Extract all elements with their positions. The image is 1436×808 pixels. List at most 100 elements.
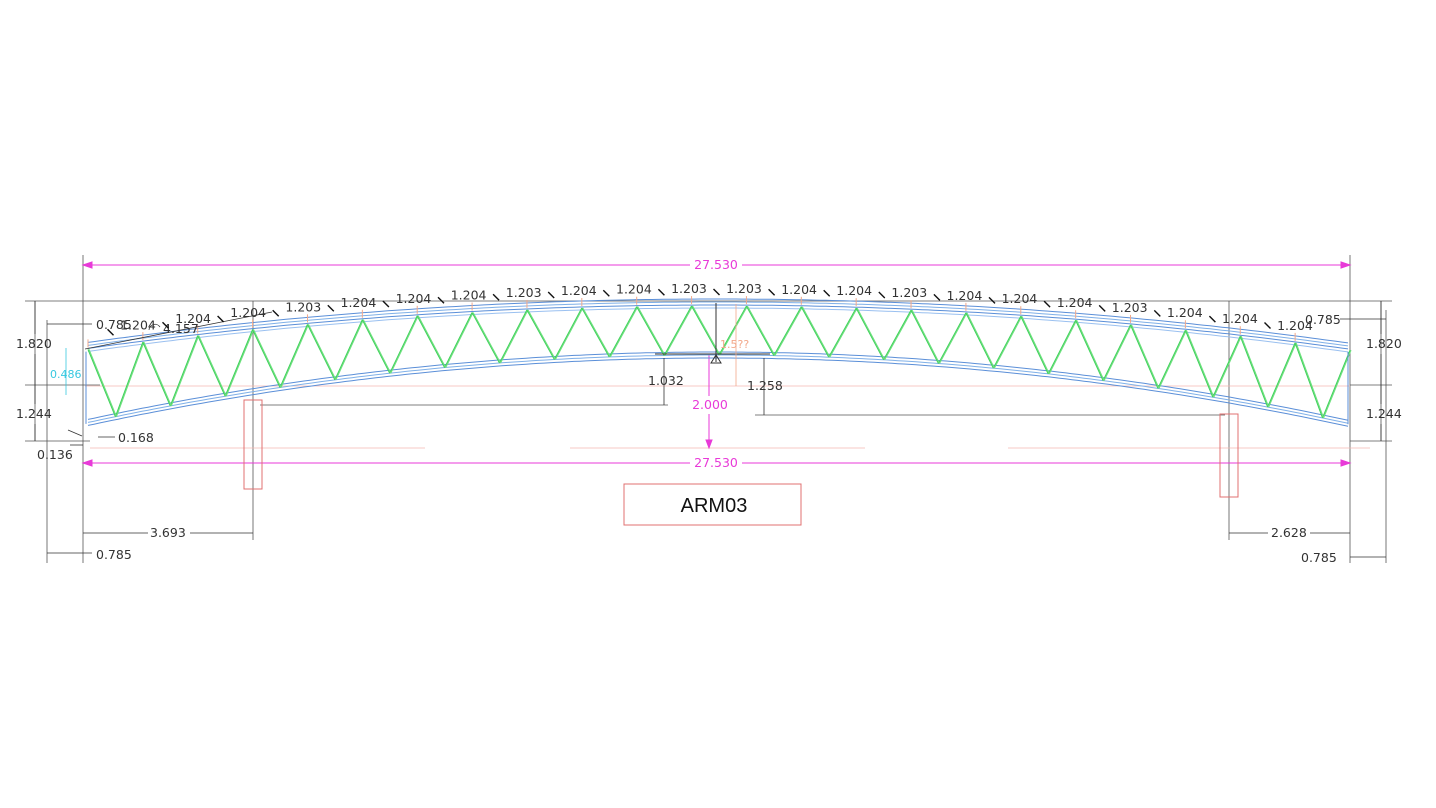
web-member <box>445 312 474 368</box>
web-member <box>170 335 200 407</box>
panel-dimension-label: 1.204 <box>396 291 432 306</box>
web-member <box>993 315 1023 369</box>
top-chord-line <box>87 298 1349 344</box>
web-member <box>1048 319 1078 375</box>
web-member <box>1102 324 1132 381</box>
panel-dimension-tick <box>1264 322 1271 329</box>
right-support-post <box>1219 413 1239 498</box>
panel-dimension-tick <box>327 304 335 312</box>
left-support-distance-label: 3.693 <box>150 525 186 540</box>
rise-left-label: 1.032 <box>648 373 684 388</box>
panel-dimension-tick <box>713 288 720 296</box>
right-offset-bottom-label: 0.785 <box>1301 550 1337 565</box>
panel-dimension-tick <box>437 296 445 304</box>
crown-marker <box>655 303 770 364</box>
top-chord-line <box>87 304 1349 350</box>
panel-dimension-label: 1.204 <box>230 305 266 320</box>
web-member <box>1240 336 1270 408</box>
web-member <box>444 312 473 368</box>
bottom-chord-line <box>87 354 1349 424</box>
web-member <box>609 306 639 358</box>
web-member <box>169 335 199 407</box>
top-chord-line <box>87 307 1349 353</box>
panel-dimension-tick <box>217 315 225 323</box>
panel-dimension-label: 1.204 <box>451 288 487 303</box>
web-member <box>829 307 858 358</box>
web-member <box>527 309 556 360</box>
crown-depth-label: 1.5?? <box>720 338 749 351</box>
panel-dimension-label: 1.204 <box>120 318 156 333</box>
left-bearing-offset-label: 0.136 <box>37 447 73 462</box>
web-member <box>499 309 528 364</box>
edge-dim-lines <box>34 301 1386 558</box>
web-member <box>1075 320 1104 381</box>
web-member <box>800 306 830 358</box>
web-member <box>966 312 995 369</box>
panel-dimension-label: 1.204 <box>616 282 652 297</box>
web-member <box>390 315 419 374</box>
web-member <box>416 315 446 368</box>
top-chord-line <box>87 301 1349 347</box>
web-member <box>664 305 694 356</box>
web-member <box>1185 330 1215 398</box>
panel-dimension-label: 1.203 <box>671 281 707 296</box>
right-offset-top-label: 0.785 <box>1305 312 1341 327</box>
panel-dimension-tick <box>768 288 776 296</box>
web-member <box>554 307 584 360</box>
web-member <box>553 307 583 360</box>
web-member <box>1103 324 1133 381</box>
web-member <box>224 329 254 397</box>
web-member <box>691 305 720 356</box>
web-member <box>582 307 611 358</box>
web-member <box>581 307 610 358</box>
left-arc-length-label: 4.157 <box>163 321 199 336</box>
panel-dimension-tick <box>878 291 886 299</box>
bottom-chord-line <box>87 357 1349 427</box>
web-member <box>389 315 418 374</box>
panel-dimension-label: 1.204 <box>561 283 597 298</box>
web-member <box>88 349 117 417</box>
panel-dimension-label: 1.203 <box>891 285 927 300</box>
web-member <box>335 319 364 381</box>
web-member <box>143 341 172 407</box>
panel-dimension-tick <box>657 288 665 296</box>
panel-dimension-tick <box>1153 309 1161 317</box>
web-member <box>856 307 886 361</box>
web-member <box>774 306 803 356</box>
web-member <box>279 324 308 388</box>
web-member <box>1131 324 1160 389</box>
title-block <box>623 483 802 526</box>
panel-dimension-tick <box>1098 304 1106 312</box>
web-member <box>1239 336 1269 408</box>
panel-dimension-label: 1.203 <box>506 285 542 300</box>
web-member <box>225 329 255 397</box>
right-height-lower-label: 1.244 <box>1366 406 1402 421</box>
web-member <box>526 309 555 360</box>
left-offset-bottom-label: 0.785 <box>96 547 132 562</box>
span-bottom-label: 27.530 <box>694 455 738 470</box>
web-member <box>608 306 638 358</box>
web-member <box>745 305 775 356</box>
panel-dimension-label: 1.204 <box>947 288 983 303</box>
panel-dimension-tick <box>1208 315 1216 323</box>
panel-dimension-tick <box>1043 300 1051 308</box>
left-support-post <box>243 399 263 490</box>
center-rise-dims <box>663 358 765 415</box>
right-support-distance-label: 2.628 <box>1271 525 1307 540</box>
web-member <box>471 312 501 364</box>
web-member <box>801 306 831 358</box>
panel-dimension-tick <box>547 291 555 299</box>
web-member <box>636 306 665 356</box>
panel-dimension-label: 1.204 <box>1277 318 1313 333</box>
web-member <box>1267 342 1296 408</box>
web-member <box>637 306 666 356</box>
panel-dimension-labels: 1.204 1.204 1.204 1.203 1.204 1.204 1.204 1.203… <box>107 281 1313 336</box>
web-member <box>307 324 337 381</box>
web-member <box>1158 330 1187 389</box>
web-member <box>114 341 144 417</box>
panel-dimension-tick <box>382 300 390 308</box>
web-member <box>1268 342 1297 408</box>
panel-dimension-label: 1.204 <box>1167 305 1203 320</box>
web-member <box>692 305 721 356</box>
